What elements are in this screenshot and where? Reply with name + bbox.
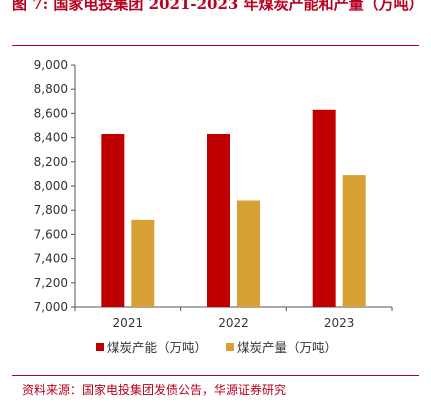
y-tick-label: 9,000 [34, 58, 68, 72]
y-tick-label: 8,800 [34, 82, 68, 96]
bar-output-2022 [237, 200, 260, 307]
y-tick-label: 8,200 [34, 155, 68, 169]
y-tick-label: 7,200 [34, 276, 68, 290]
y-tick-label: 8,400 [34, 131, 68, 145]
legend-label-0: 煤炭产能（万吨） [107, 340, 207, 355]
y-tick-label: 7,000 [34, 300, 68, 314]
bar-output-2021 [131, 219, 155, 307]
legend-label-1: 煤炭产量（万吨） [237, 340, 337, 355]
source-note: 资料来源：国家电投集团发债公告，华源证券研究 [22, 383, 287, 397]
bar-chart: 7,000 7,200 7,400 7,600 7,800 8,000 8,200 8,400… [34, 58, 393, 355]
bar-capacity-2023 [312, 109, 336, 308]
y-tick-label: 7,800 [34, 203, 68, 217]
legend-swatch-1 [226, 343, 234, 351]
legend-swatch-0 [96, 343, 104, 351]
x-tick-label: 2022 [218, 316, 249, 330]
bar-output-2023 [342, 175, 366, 307]
bar-capacity-2022 [207, 133, 230, 307]
y-tick-label: 8,000 [34, 179, 68, 193]
y-tick-label: 7,400 [34, 252, 68, 266]
y-tick-label: 8,600 [34, 106, 68, 120]
bottom-divider [12, 375, 419, 376]
bar-capacity-2021 [101, 133, 125, 307]
x-tick-label: 2023 [324, 316, 355, 330]
top-divider [12, 45, 419, 46]
y-tick-label: 7,600 [34, 227, 68, 241]
chart-title: 图 7: 国家电投集团 2021-2023 年煤炭产能和产量（万吨） [12, 0, 424, 13]
x-tick-label: 2021 [113, 316, 144, 330]
